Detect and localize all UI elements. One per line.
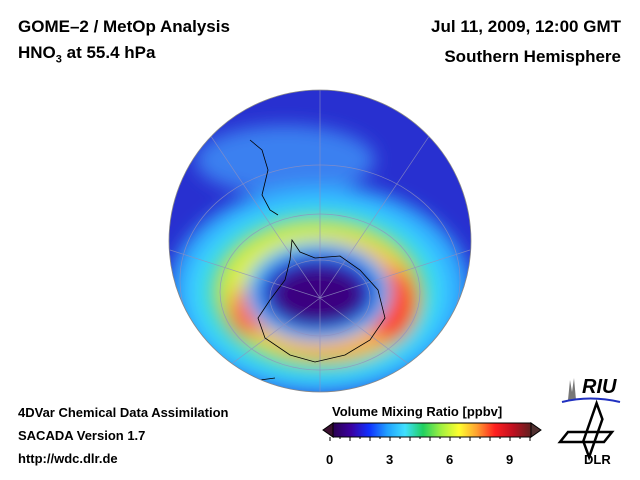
colorbar-bar <box>332 422 532 438</box>
colorbar <box>322 422 542 441</box>
map-title: GOME–2 / MetOp Analysis <box>18 17 230 36</box>
riu-logo <box>561 378 621 403</box>
species-label: HNO3 at 55.4 hPa <box>18 43 155 65</box>
riu-logo-text: RIU <box>582 376 617 398</box>
globe-outline <box>168 89 472 393</box>
colorbar-over-arrow <box>530 422 542 438</box>
footer-url[interactable]: http://wdc.dlr.de <box>18 451 118 466</box>
species-subscript: 3 <box>55 53 62 66</box>
graticule <box>169 90 471 392</box>
colorbar-title: Volume Mixing Ratio [ppbv] <box>332 404 503 419</box>
field-layer <box>169 90 471 392</box>
footer-line-2: SACADA Version 1.7 <box>18 428 146 443</box>
pressure-level: at 55.4 hPa <box>61 43 156 62</box>
footer-line-1: 4DVar Chemical Data Assimilation <box>18 405 229 420</box>
datetime-label: Jul 11, 2009, 12:00 GMT <box>431 17 621 36</box>
colorbar-under-arrow <box>322 422 334 438</box>
dlr-logo-text: DLR <box>584 452 611 467</box>
region-label: Southern Hemisphere <box>444 47 621 66</box>
dlr-logo <box>557 399 615 461</box>
colorbar-tick-label: 3 <box>386 452 394 467</box>
colorbar-tick-label: 6 <box>446 452 454 467</box>
colorbar-tick-label: 0 <box>326 452 334 467</box>
colorbar-tick-label: 9 <box>506 452 514 467</box>
species-name: HNO <box>18 43 56 62</box>
